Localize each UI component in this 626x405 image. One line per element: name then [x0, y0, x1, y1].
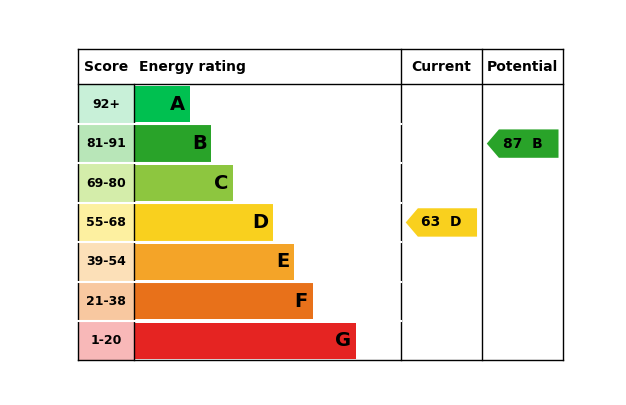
- Text: G: G: [334, 331, 351, 350]
- Text: 69-80: 69-80: [86, 177, 126, 190]
- Text: Score: Score: [84, 60, 128, 74]
- Text: Potential: Potential: [487, 60, 558, 74]
- Bar: [78, 242, 134, 281]
- Text: 1-20: 1-20: [91, 334, 122, 347]
- Bar: [134, 283, 313, 320]
- Polygon shape: [406, 208, 477, 237]
- Bar: [134, 86, 190, 122]
- Bar: [78, 203, 134, 242]
- Bar: [134, 323, 356, 359]
- Text: 55-68: 55-68: [86, 216, 126, 229]
- Bar: [78, 85, 134, 124]
- Text: 21-38: 21-38: [86, 295, 126, 308]
- Text: F: F: [295, 292, 308, 311]
- Text: 39-54: 39-54: [86, 256, 126, 269]
- Text: C: C: [213, 173, 228, 192]
- Polygon shape: [487, 130, 558, 158]
- Text: D: D: [252, 213, 268, 232]
- Bar: [78, 124, 134, 163]
- Bar: [134, 165, 233, 201]
- Text: 87  B: 87 B: [503, 136, 543, 151]
- Text: B: B: [192, 134, 207, 153]
- Bar: [134, 204, 273, 241]
- Text: Current: Current: [411, 60, 471, 74]
- Bar: [78, 321, 134, 360]
- Bar: [78, 281, 134, 321]
- Text: 92+: 92+: [92, 98, 120, 111]
- Text: Energy rating: Energy rating: [139, 60, 246, 74]
- Text: 81-91: 81-91: [86, 137, 126, 150]
- Text: 63  D: 63 D: [421, 215, 461, 230]
- Text: A: A: [170, 95, 185, 114]
- Bar: [134, 126, 212, 162]
- Bar: [78, 163, 134, 203]
- Text: E: E: [276, 252, 289, 271]
- Bar: [134, 244, 294, 280]
